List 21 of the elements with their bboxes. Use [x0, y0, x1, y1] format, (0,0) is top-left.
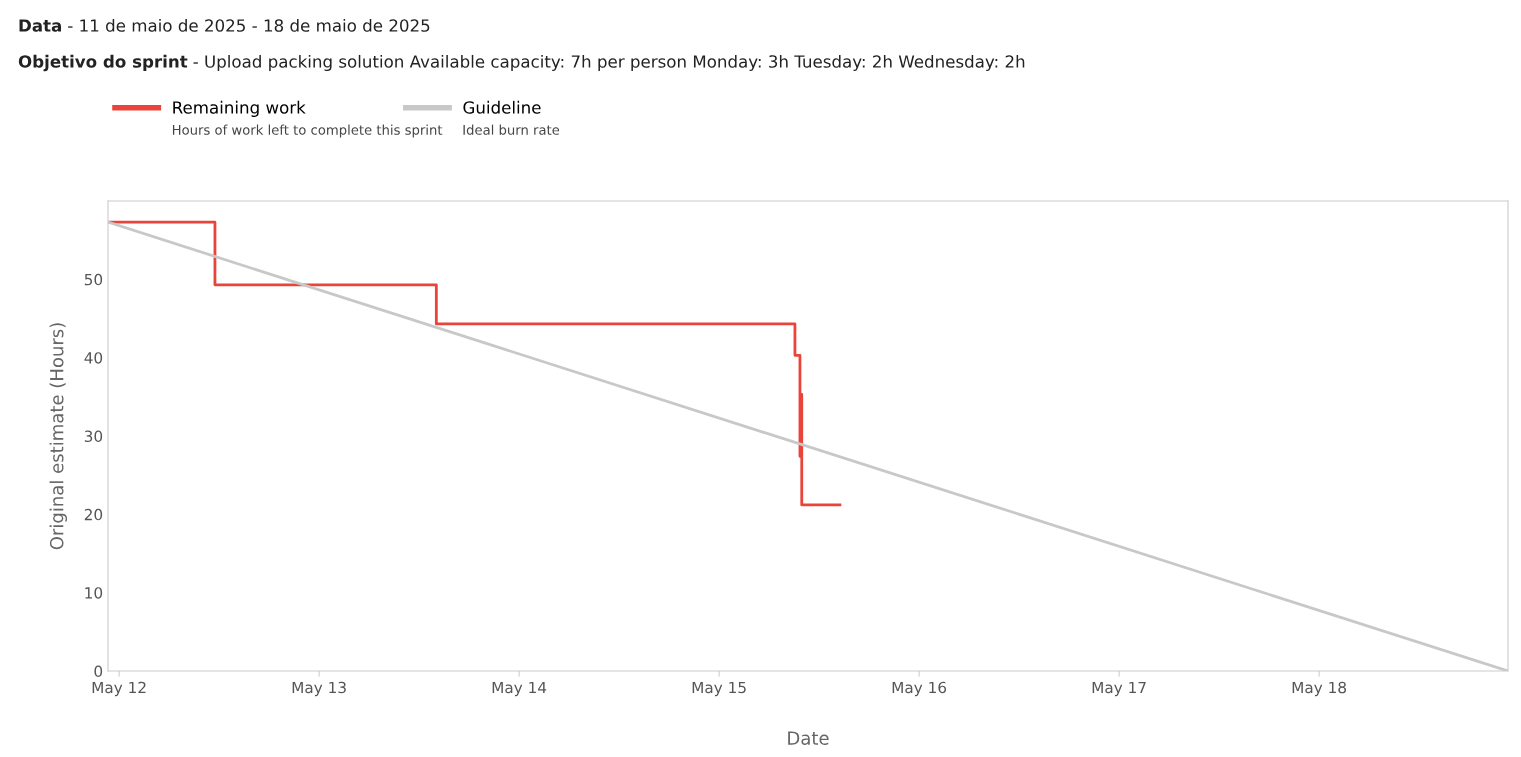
y-tick-label: 20 — [84, 508, 103, 521]
y-tick-label: 50 — [84, 273, 103, 286]
y-tick-label: 10 — [85, 587, 103, 599]
chart-subtitle: Objetivo do sprint - Upload packing solution Available capacity: 7h per person Monday: 3h Tuesday: 2h Wednesday: 2h — [18, 54, 1025, 72]
x-tick-label: May 14 — [492, 681, 547, 697]
x-tick-label: May 17 — [1092, 681, 1146, 697]
y-tick-label: 0 — [94, 665, 103, 678]
x-tick-label: May 18 — [1292, 681, 1347, 697]
text: Ideal burn rate — [463, 124, 560, 135]
legend-label: Remaining work — [173, 100, 306, 117]
x-axis-title: Date — [788, 731, 829, 745]
y-tick-label: 30 — [84, 430, 103, 443]
chart-title: Data - 11 de maio de 2025 - 18 de maio de 2025 — [19, 18, 430, 32]
x-tick-label: May 13 — [292, 681, 346, 697]
legend-label: Guideline — [463, 100, 541, 114]
y-tick-label: 40 — [84, 352, 103, 364]
y-axis-title: Original estimate (Hours) — [49, 323, 68, 550]
x-tick-label: May 16 — [892, 681, 947, 697]
x-tick-label: May 15 — [692, 681, 746, 697]
x-tick-label: May 12 — [92, 681, 146, 697]
text: Hours of work left to complete this sprint — [172, 124, 443, 138]
